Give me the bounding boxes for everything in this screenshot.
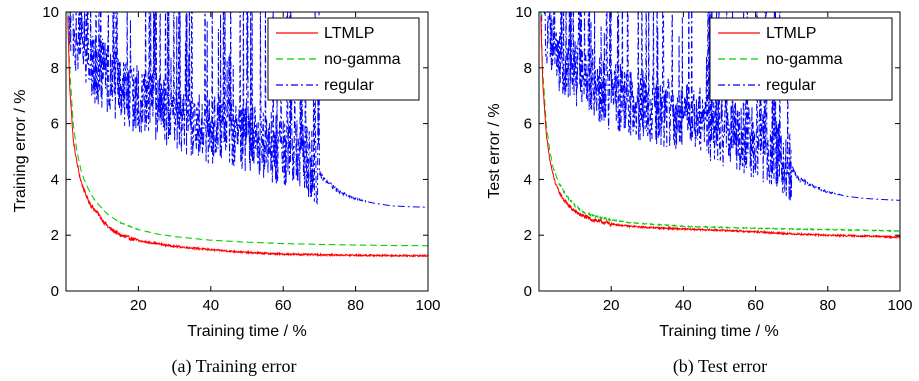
series-layer xyxy=(67,12,428,258)
x-tick-label: 20 xyxy=(130,297,147,314)
legend-label-ltmlp: LTMLP xyxy=(324,25,374,42)
x-axis-label: Training time / % xyxy=(187,323,306,340)
caption-a: (a) Training error xyxy=(172,356,297,377)
x-tick-label: 60 xyxy=(747,297,764,314)
legend-label-ltmlp: LTMLP xyxy=(766,25,816,42)
y-tick-label: 4 xyxy=(524,171,532,188)
y-tick-label: 8 xyxy=(524,60,532,77)
series-no-gamma-line xyxy=(540,12,900,233)
caption-b: (b) Test error xyxy=(673,356,767,377)
x-tick-label: 80 xyxy=(347,297,364,314)
y-tick-label: 2 xyxy=(51,227,59,244)
x-tick-label: 60 xyxy=(275,297,292,314)
y-tick-label: 4 xyxy=(51,171,59,188)
x-axis-label: Training time / % xyxy=(659,323,778,340)
series-ltmlp-line xyxy=(67,16,428,258)
legend: LTMLP no-gamma regular xyxy=(267,17,420,101)
legend-label-regular: regular xyxy=(324,77,374,94)
x-tick-label: 20 xyxy=(603,297,620,314)
plot-area-frame xyxy=(538,11,901,292)
x-tick-label: 40 xyxy=(675,297,692,314)
series-regular-line xyxy=(540,12,900,201)
ticks-layer: 0 2 4 6 8 10 20 40 60 80 100 xyxy=(42,4,440,314)
legend-label-no-gamma: no-gamma xyxy=(324,51,401,68)
x-tick-label: 100 xyxy=(887,297,912,314)
y-tick-label: 0 xyxy=(524,283,532,300)
y-tick-label: 8 xyxy=(51,60,59,77)
x-tick-label: 100 xyxy=(415,297,440,314)
x-tick-label: 80 xyxy=(819,297,836,314)
y-axis-label: Test error / % xyxy=(486,103,503,198)
series-ltmlp-line xyxy=(540,16,900,240)
y-axis-label: Training error / % xyxy=(12,90,29,213)
y-tick-label: 6 xyxy=(524,116,532,133)
series-no-gamma-line xyxy=(67,12,428,247)
chart-test-error: 0 2 4 6 8 10 20 40 60 80 100 Training time / % Tes… xyxy=(486,4,913,377)
chart-training-error: 0 2 4 6 8 10 20 40 60 80 100 Training time / % Tra… xyxy=(12,4,441,377)
y-tick-label: 10 xyxy=(42,4,59,21)
ticks-layer: 0 2 4 6 8 10 20 40 60 80 100 xyxy=(515,4,912,314)
y-tick-label: 10 xyxy=(515,4,532,21)
legend-label-no-gamma: no-gamma xyxy=(766,51,843,68)
legend: LTMLP no-gamma regular xyxy=(709,17,893,101)
y-tick-label: 2 xyxy=(524,227,532,244)
y-tick-label: 6 xyxy=(51,116,59,133)
series-layer xyxy=(540,12,900,240)
x-tick-label: 40 xyxy=(202,297,219,314)
legend-label-regular: regular xyxy=(766,77,816,94)
plot-area-frame xyxy=(65,11,429,292)
series-regular-line xyxy=(68,12,428,208)
y-tick-label: 0 xyxy=(51,283,59,300)
